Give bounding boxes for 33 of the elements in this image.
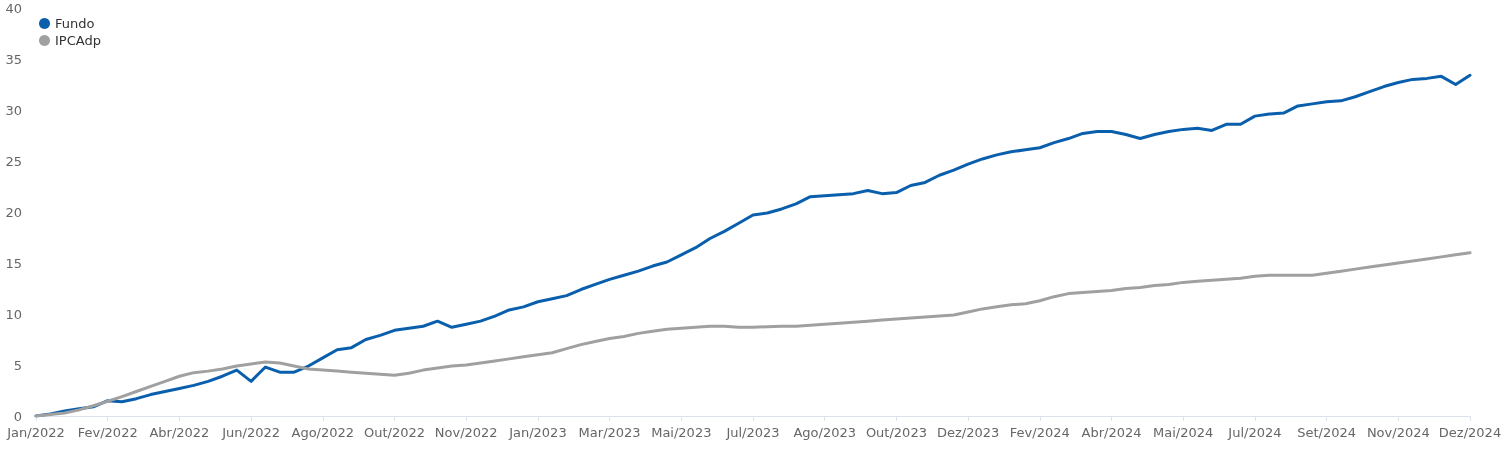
x-tick-label: Jan/2023 <box>508 425 567 440</box>
legend-label: IPCAdp <box>55 33 101 48</box>
x-tick-label: Ago/2022 <box>291 425 355 440</box>
x-tick-label: Nov/2022 <box>434 425 498 440</box>
y-tick-label: 15 <box>5 255 22 271</box>
x-tick-label: Abr/2024 <box>1081 425 1142 440</box>
x-tick-label: Ago/2023 <box>793 425 856 440</box>
x-tick-label: Mai/2024 <box>1153 425 1214 440</box>
x-tick-label: Mai/2023 <box>651 425 712 440</box>
y-tick-label: 0 <box>13 408 22 424</box>
x-tick-label: Mar/2023 <box>578 425 641 440</box>
x-tick-label: Jan/2022 <box>6 425 65 440</box>
x-tick-label: Jun/2022 <box>221 425 280 440</box>
x-tick-label: Nov/2024 <box>1366 425 1430 440</box>
x-tick-label: Out/2022 <box>363 425 426 440</box>
line-series <box>34 251 1472 418</box>
y-tick-label: 30 <box>5 102 22 118</box>
y-tick-label: 35 <box>5 51 22 67</box>
x-tick-label: Jul/2023 <box>725 425 780 440</box>
y-tick-label: 20 <box>5 204 22 220</box>
x-tick-label: Dez/2023 <box>936 425 1000 440</box>
y-tick-label: 40 <box>5 0 22 16</box>
x-tick-label: Set/2024 <box>1297 425 1357 440</box>
x-tick-label: Fev/2024 <box>1009 425 1070 440</box>
x-tick-label: Jul/2024 <box>1227 425 1282 440</box>
x-tick-label: Out/2023 <box>865 425 927 440</box>
legend-label: Fundo <box>55 16 95 31</box>
y-tick-label: 5 <box>13 357 22 373</box>
y-tick-label: 10 <box>5 306 22 322</box>
x-tick-label: Fev/2022 <box>77 425 138 440</box>
y-tick-label: 25 <box>5 153 22 169</box>
x-tick-label: Abr/2022 <box>149 425 210 440</box>
x-tick-label: Dez/2024 <box>1438 425 1502 440</box>
